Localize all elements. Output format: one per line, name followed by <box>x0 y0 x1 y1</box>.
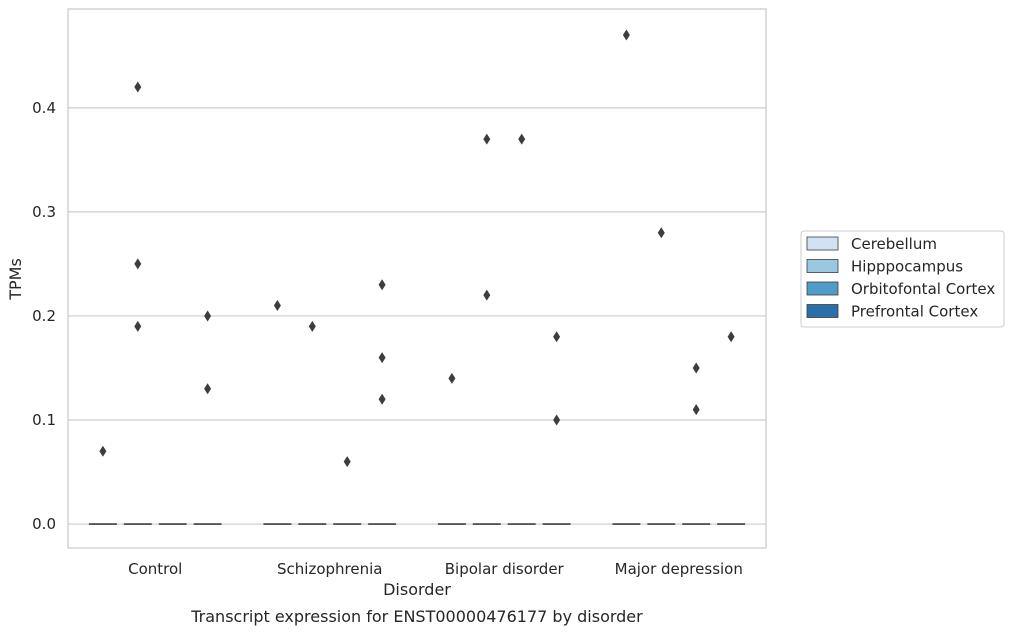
y-tick-label: 0.2 <box>32 307 56 325</box>
outlier-point <box>134 320 142 332</box>
outlier-point <box>727 331 735 343</box>
outlier-point <box>378 352 386 364</box>
outlier-point <box>692 404 700 416</box>
outlier-point <box>448 372 456 384</box>
x-tick-labels: Control Schizophrenia Bipolar disorder Majo… <box>128 560 743 578</box>
plot-frame <box>67 8 767 549</box>
x-tick-label: Control <box>128 560 182 578</box>
outlier-point <box>483 133 491 145</box>
chart-caption: Transcript expression for ENST0000047617… <box>190 607 643 626</box>
y-tick-labels: 0.0 0.1 0.2 0.3 0.4 <box>32 99 56 533</box>
outlier-points <box>99 29 735 468</box>
outlier-point <box>483 289 491 301</box>
grid-lines <box>68 107 766 525</box>
legend-swatch <box>806 281 839 296</box>
y-tick-label: 0.0 <box>32 515 56 533</box>
legend-label: Cerebellum <box>851 235 937 253</box>
outlier-point <box>622 29 630 41</box>
legend-swatch <box>806 236 839 251</box>
legend-label: Prefrontal Cortex <box>851 303 978 321</box>
outlier-point <box>99 445 107 457</box>
outlier-point <box>692 362 700 374</box>
outlier-point <box>378 393 386 405</box>
outlier-point <box>553 414 561 426</box>
x-axis-label: Disorder <box>383 580 451 599</box>
legend-swatch <box>806 259 839 273</box>
outlier-point <box>273 300 281 312</box>
outlier-point <box>518 133 526 145</box>
outlier-point <box>378 279 386 291</box>
outlier-point <box>343 456 351 468</box>
outlier-point <box>204 383 212 395</box>
x-tick-label: Major depression <box>615 560 743 578</box>
outlier-point <box>134 258 142 270</box>
outlier-point <box>134 81 142 93</box>
outlier-point <box>204 310 212 322</box>
x-tick-label: Schizophrenia <box>277 560 382 578</box>
legend: Cerebellum Hipppocampus Orbitofontal Corte… <box>800 230 1005 328</box>
outlier-point <box>553 331 561 343</box>
legend-swatch <box>806 304 839 318</box>
x-tick-label: Bipolar disorder <box>445 560 565 578</box>
y-tick-label: 0.3 <box>32 203 56 221</box>
outlier-point <box>308 320 316 332</box>
y-tick-label: 0.4 <box>32 99 56 117</box>
y-tick-label: 0.1 <box>32 411 56 429</box>
legend-label: Orbitofontal Cortex <box>851 280 995 298</box>
legend-frame <box>800 230 1005 328</box>
legend-label: Hipppocampus <box>851 258 963 276</box>
y-axis-label: TPMs <box>6 258 25 301</box>
outlier-point <box>657 227 665 239</box>
